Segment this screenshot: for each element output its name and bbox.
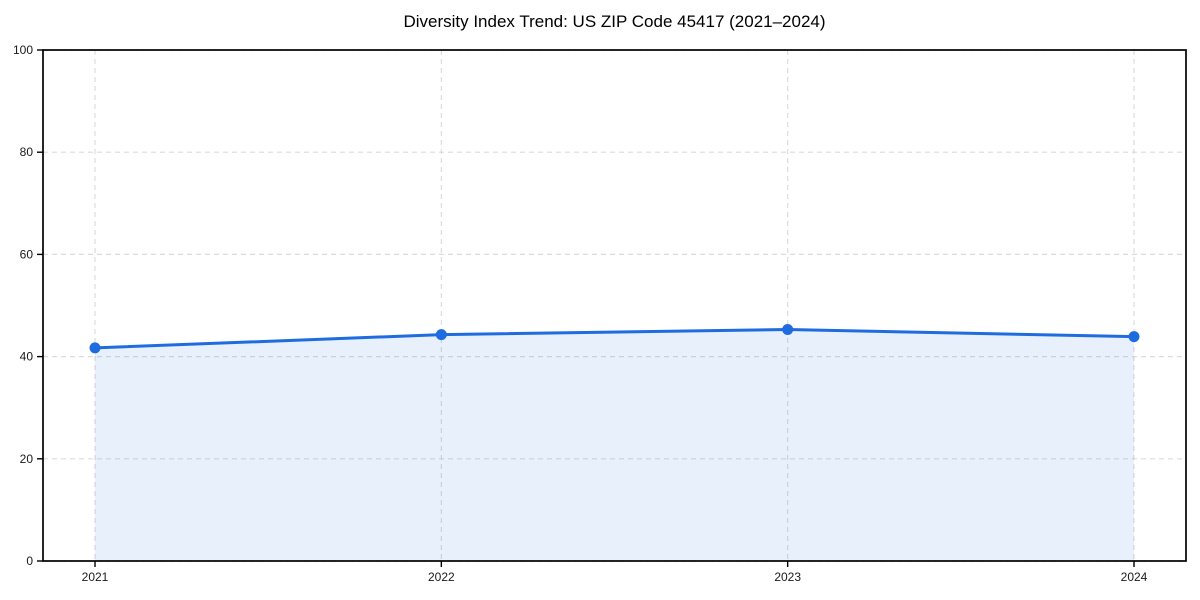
y-axis-tick-label: 20 (20, 452, 34, 466)
x-axis-tick-label: 2023 (774, 570, 801, 584)
x-axis-tick-label: 2021 (82, 570, 109, 584)
data-point-marker (782, 324, 794, 336)
data-point-marker (1128, 331, 1140, 343)
data-point-marker (89, 342, 101, 354)
x-axis-tick-label: 2024 (1121, 570, 1148, 584)
area-fill (95, 329, 1134, 561)
trend-line (93, 328, 1136, 350)
y-axis-tick-label: 80 (20, 145, 34, 159)
plot-border (42, 49, 1187, 562)
y-axis-tick-label: 0 (26, 554, 33, 568)
x-axis-tick-label: 2022 (428, 570, 455, 584)
y-axis-tick-label: 60 (20, 247, 34, 261)
y-axis-tick-label: 100 (13, 43, 33, 57)
y-axis-tick-label: 40 (20, 350, 34, 364)
chart-title: Diversity Index Trend: US ZIP Code 45417… (403, 12, 826, 31)
data-point-marker (435, 329, 447, 341)
